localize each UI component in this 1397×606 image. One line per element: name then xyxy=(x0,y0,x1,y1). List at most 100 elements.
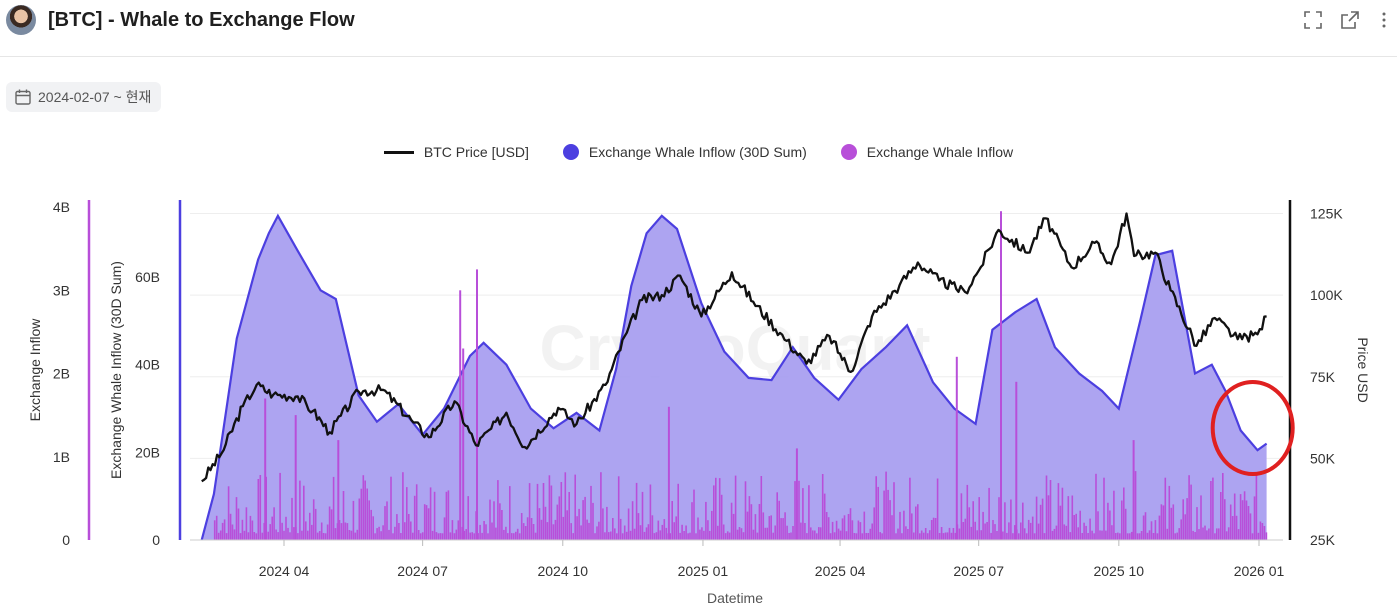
inflow-bar xyxy=(804,523,806,540)
inflow-bar xyxy=(992,520,994,540)
inflow-bar xyxy=(1130,531,1133,540)
inflow-bar xyxy=(457,520,460,540)
inflow-bar xyxy=(1261,523,1264,540)
inflow-bar xyxy=(497,480,499,540)
inflow-bar xyxy=(285,516,287,540)
inflow-bar xyxy=(312,499,315,540)
inflow-bar xyxy=(473,533,475,540)
inflow-bar xyxy=(792,526,794,540)
inflow-bar xyxy=(320,522,323,540)
inflow-bar xyxy=(556,504,559,540)
more-options-icon[interactable] xyxy=(1376,9,1392,31)
whale-inflow-30d-line xyxy=(200,213,1268,541)
inflow-bar xyxy=(938,533,941,540)
inflow-bar xyxy=(986,522,988,540)
inflow-bar xyxy=(770,515,772,540)
inflow-bar xyxy=(253,532,256,540)
inflow-bar xyxy=(703,530,705,540)
inflow-bar xyxy=(289,532,291,540)
inflow-bar xyxy=(1243,491,1246,540)
date-range-filter[interactable]: 2024-02-07 ~ 현재 xyxy=(6,82,162,112)
inflow-bar xyxy=(1259,521,1262,540)
inflow-bar xyxy=(976,530,978,540)
inflow-bar xyxy=(283,530,285,540)
x-tick-label: 2025 04 xyxy=(815,563,866,579)
inflow-bar xyxy=(944,532,947,540)
inflow-bar xyxy=(372,516,374,540)
inflow-bar xyxy=(962,522,965,540)
inflow-bar xyxy=(881,533,883,540)
inflow-bar xyxy=(604,532,606,540)
external-link-icon[interactable] xyxy=(1339,9,1361,31)
x-axis-title: Datetime xyxy=(707,590,763,606)
legend-item-whale-inflow-30d[interactable]: Exchange Whale Inflow (30D Sum) xyxy=(562,144,807,160)
inflow-bar xyxy=(1218,528,1220,540)
inflow-bar xyxy=(614,528,616,540)
inflow-bar xyxy=(928,530,931,540)
inflow-bar xyxy=(586,519,588,540)
inflow-bar xyxy=(544,506,547,540)
inflow-bar xyxy=(364,480,366,540)
inflow-bar xyxy=(382,525,384,540)
inflow-bar xyxy=(616,533,618,540)
inflow-bar xyxy=(437,533,440,540)
inflow-bar xyxy=(1210,481,1212,540)
inflow-bar xyxy=(354,532,357,540)
inflow-bar xyxy=(378,526,380,540)
inflow-bar xyxy=(851,520,854,540)
inflow-bar xyxy=(572,533,574,540)
inflow-bar xyxy=(235,497,238,540)
inflow-bar xyxy=(647,524,650,540)
inflow-bar xyxy=(303,485,305,540)
y-tick-label-left-inner: 20B xyxy=(135,444,160,460)
inflow-bar xyxy=(814,530,816,540)
inflow-bar xyxy=(1113,490,1115,540)
inflow-bar xyxy=(683,531,685,540)
inflow-bar xyxy=(966,484,969,540)
inflow-bar xyxy=(713,485,715,540)
avatar[interactable] xyxy=(6,5,36,35)
fullscreen-icon[interactable] xyxy=(1302,9,1324,31)
inflow-bar xyxy=(839,530,842,540)
inflow-bar xyxy=(1247,506,1250,540)
inflow-bar xyxy=(1186,498,1188,540)
inflow-bar xyxy=(1067,496,1070,540)
inflow-bar xyxy=(1041,498,1044,540)
inflow-bar xyxy=(861,533,864,540)
inflow-bar xyxy=(421,532,424,540)
legend-item-btc-price[interactable]: BTC Price [USD] xyxy=(383,144,529,160)
inflow-bar xyxy=(778,500,780,540)
inflow-bar xyxy=(305,521,307,540)
y-tick-label-left-inner: 60B xyxy=(135,269,160,285)
inflow-bar xyxy=(837,528,840,540)
inflow-bar xyxy=(269,524,271,540)
inflow-bar xyxy=(643,531,646,540)
whale-flow-chart[interactable]: CryptoQuant01B2B3B4B020B40B60B25K50K75K1… xyxy=(0,190,1397,606)
inflow-bar xyxy=(1263,526,1266,540)
header-bar: [BTC] - Whale to Exchange Flow xyxy=(0,0,1397,57)
inflow-bar xyxy=(431,530,434,540)
inflow-bar xyxy=(275,529,277,540)
inflow-bar xyxy=(1099,530,1101,540)
inflow-bar xyxy=(936,478,939,540)
inflow-bar xyxy=(1134,471,1137,540)
inflow-bar xyxy=(946,532,949,540)
inflow-bar xyxy=(330,509,333,540)
inflow-bar xyxy=(980,530,982,540)
legend-item-whale-inflow[interactable]: Exchange Whale Inflow xyxy=(840,144,1013,160)
inflow-bar xyxy=(534,532,537,540)
inflow-bar xyxy=(909,477,911,540)
inflow-bar xyxy=(711,510,713,540)
inflow-bar xyxy=(629,530,632,540)
inflow-bar xyxy=(1144,512,1147,540)
inflow-bar xyxy=(1014,525,1016,540)
inflow-bar xyxy=(1031,516,1034,540)
inflow-bar xyxy=(352,500,355,540)
inflow-bar xyxy=(229,513,232,540)
inflow-bar xyxy=(924,528,927,540)
inflow-bar xyxy=(588,522,590,540)
inflow-bar xyxy=(718,478,721,540)
inflow-bar xyxy=(978,497,980,540)
inflow-bar xyxy=(621,533,624,540)
inflow-bar xyxy=(1115,533,1117,540)
